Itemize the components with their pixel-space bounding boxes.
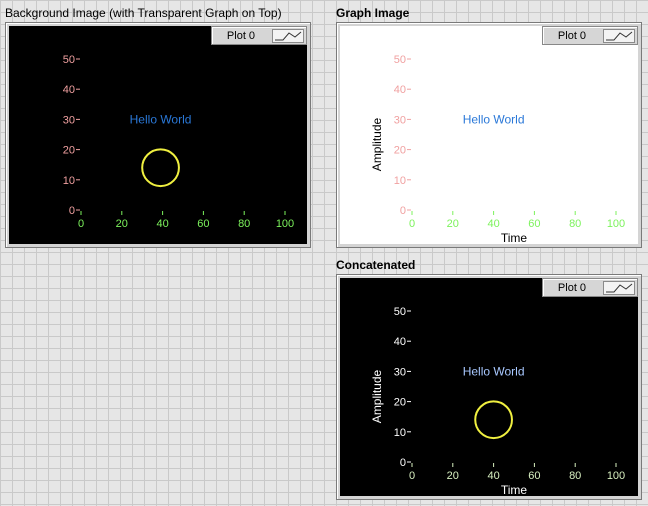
- x-tick-label: 80: [569, 218, 581, 230]
- graph-panel-graph-image[interactable]: 0 10 20 30 40 50 0 20 40 60 80 100 Time Amplitude Hell…: [336, 22, 642, 248]
- chart-background-image: 0 10 20 30 40 50 0 20 40 60 80 100 Hello World: [63, 54, 294, 230]
- line-style-icon[interactable]: [603, 28, 635, 43]
- y-tick-label: 10: [394, 175, 406, 187]
- y-tick-label: 30: [394, 114, 406, 126]
- x-tick-label: 20: [447, 218, 459, 230]
- plot-area[interactable]: 0 10 20 30 40 50 0 20 40 60 80 100 Time Amplitude Hell…: [340, 26, 638, 244]
- y-tick-label: 40: [63, 84, 75, 96]
- x-tick-label: 40: [156, 218, 168, 230]
- x-tick-label: 40: [487, 470, 499, 482]
- panel-label-graph-image: Graph Image: [336, 6, 410, 20]
- x-tick-label: 60: [528, 470, 540, 482]
- line-style-icon[interactable]: [272, 28, 304, 43]
- plot-area[interactable]: 0 10 20 30 40 50 0 20 40 60 80 100 Hello World: [9, 26, 307, 244]
- chart-concatenated: 0 10 20 30 40 50 0 20 40 60 80 100 Time Amplitude Hell…: [370, 306, 625, 496]
- plot-legend[interactable]: Plot 0: [211, 26, 307, 45]
- x-axis-label: Time: [501, 231, 528, 244]
- y-tick-label: 0: [400, 457, 406, 469]
- y-tick-label: 10: [394, 427, 406, 439]
- chart-graph-image: 0 10 20 30 40 50 0 20 40 60 80 100 Time Amplitude Hell…: [370, 54, 625, 244]
- y-tick-label: 50: [394, 306, 406, 318]
- graph-panel-concatenated[interactable]: 0 10 20 30 40 50 0 20 40 60 80 100 Time Amplitude Hell…: [336, 274, 642, 500]
- x-tick-label: 80: [569, 470, 581, 482]
- line-style-icon[interactable]: [603, 280, 635, 295]
- panel-label-background-image: Background Image (with Transparent Graph…: [5, 6, 282, 20]
- plot-legend[interactable]: Plot 0: [542, 26, 638, 45]
- x-tick-label: 60: [528, 218, 540, 230]
- legend-label: Plot 0: [226, 29, 256, 42]
- y-axis-label: Amplitude: [370, 370, 384, 424]
- plot-legend[interactable]: Plot 0: [542, 278, 638, 297]
- x-axis-label: Time: [501, 483, 528, 496]
- y-tick-label: 0: [69, 205, 75, 217]
- y-tick-label: 50: [63, 54, 75, 66]
- y-axis-label: Amplitude: [370, 118, 384, 172]
- x-tick-label: 20: [116, 218, 128, 230]
- x-tick-label: 40: [487, 218, 499, 230]
- x-tick-label: 100: [607, 470, 625, 482]
- x-tick-label: 100: [607, 218, 625, 230]
- y-tick-label: 30: [394, 366, 406, 378]
- y-tick-label: 30: [63, 114, 75, 126]
- y-tick-label: 0: [400, 205, 406, 217]
- x-tick-label: 0: [409, 218, 415, 230]
- panel-label-concatenated: Concatenated: [336, 258, 416, 272]
- hello-world-annotation: Hello World: [130, 112, 192, 126]
- plot-area[interactable]: 0 10 20 30 40 50 0 20 40 60 80 100 Time Amplitude Hell…: [340, 278, 638, 496]
- y-tick-label: 40: [394, 336, 406, 348]
- hello-world-annotation: Hello World: [463, 112, 525, 126]
- x-tick-label: 20: [447, 470, 459, 482]
- x-tick-label: 0: [78, 218, 84, 230]
- legend-label: Plot 0: [557, 281, 587, 294]
- x-tick-label: 100: [276, 218, 294, 230]
- y-tick-label: 20: [394, 397, 406, 409]
- x-tick-label: 60: [197, 218, 209, 230]
- y-tick-label: 20: [63, 145, 75, 157]
- x-tick-label: 0: [409, 470, 415, 482]
- x-tick-label: 80: [238, 218, 250, 230]
- y-tick-label: 40: [394, 84, 406, 96]
- legend-label: Plot 0: [557, 29, 587, 42]
- graph-panel-background-image[interactable]: 0 10 20 30 40 50 0 20 40 60 80 100 Hello World Plot …: [5, 22, 311, 248]
- circle-annotation: [141, 148, 180, 188]
- y-tick-label: 50: [394, 54, 406, 66]
- y-tick-label: 20: [394, 145, 406, 157]
- y-tick-label: 10: [63, 175, 75, 187]
- hello-world-annotation: Hello World: [463, 364, 525, 378]
- circle-annotation: [474, 400, 513, 440]
